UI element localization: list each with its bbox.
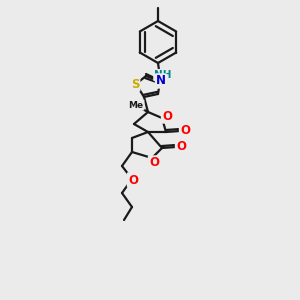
Text: O: O xyxy=(128,173,138,187)
Text: O: O xyxy=(176,140,186,154)
Text: S: S xyxy=(131,77,139,91)
Text: O: O xyxy=(149,157,159,169)
Text: O: O xyxy=(162,110,172,122)
Text: NH: NH xyxy=(154,70,172,80)
Text: Me: Me xyxy=(128,100,144,109)
Text: O: O xyxy=(180,124,190,137)
Text: N: N xyxy=(156,74,166,88)
